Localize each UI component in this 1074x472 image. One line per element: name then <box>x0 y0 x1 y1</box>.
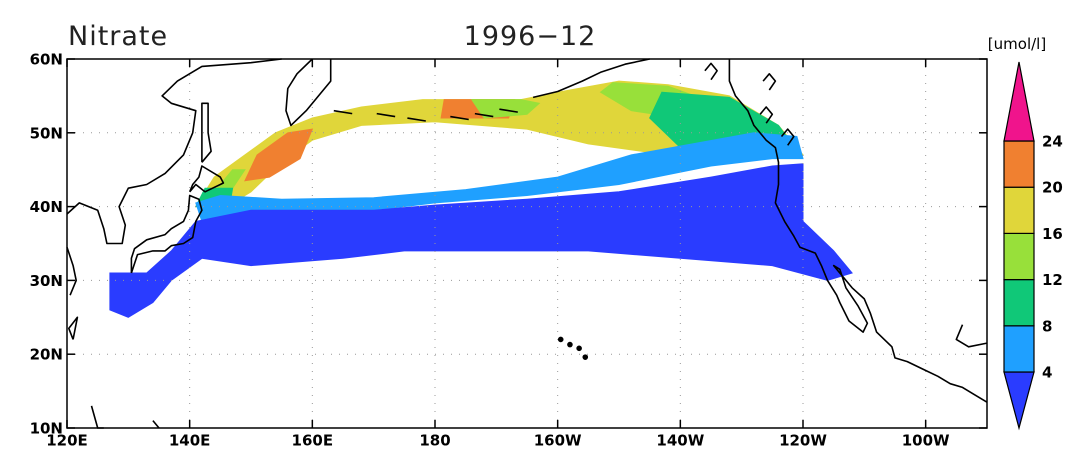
title: Nitrate <box>68 21 168 52</box>
lon-label: 140W <box>656 432 704 450</box>
colorbar-label: 24 <box>1042 133 1063 151</box>
lat-label: 10N <box>30 420 63 438</box>
data-fields <box>109 80 853 318</box>
lon-label: 140E <box>169 432 211 450</box>
colorbar: 4 8 12 16 20 24 <box>1003 61 1063 431</box>
coastline <box>152 420 160 429</box>
coastline <box>130 194 203 274</box>
lon-label: 120E <box>46 432 88 450</box>
island <box>557 336 564 343</box>
coastline <box>68 316 79 340</box>
island <box>582 354 589 360</box>
island <box>474 112 494 118</box>
lon-label: 160E <box>292 432 334 450</box>
island <box>780 128 795 146</box>
lon-label: 120W <box>779 432 827 450</box>
coastline <box>532 58 650 99</box>
lat-label: 30N <box>30 272 63 290</box>
island <box>376 112 396 118</box>
island <box>333 109 353 115</box>
island <box>407 117 426 122</box>
island <box>567 341 573 348</box>
grid <box>67 59 987 428</box>
island <box>576 345 582 352</box>
coastlines <box>66 58 988 429</box>
coastline <box>66 246 77 296</box>
lat-label: 40N <box>30 198 63 216</box>
colorbar-label: 4 <box>1042 364 1052 382</box>
data-field <box>195 132 804 222</box>
colorbar-segment <box>1003 371 1035 431</box>
colorbar-segment <box>1003 140 1035 188</box>
coastline <box>66 58 282 245</box>
colorbar-segment <box>1003 232 1035 281</box>
colorbar-segment <box>1003 61 1035 142</box>
colorbar-label: 20 <box>1042 179 1063 197</box>
coastline <box>285 58 332 127</box>
island <box>704 62 718 81</box>
coastline <box>201 102 212 163</box>
island <box>762 73 777 91</box>
coastline <box>728 59 988 403</box>
island <box>450 115 469 121</box>
data-field <box>244 128 314 182</box>
colorbar-segment <box>1003 325 1035 373</box>
data-field <box>109 163 853 318</box>
colorbar-label: 8 <box>1042 317 1052 335</box>
colorbar-label: 12 <box>1042 271 1063 289</box>
island <box>499 108 518 113</box>
colorbar-segment <box>1003 279 1035 327</box>
lon-label: 180 <box>419 432 450 450</box>
colorbar-label: 16 <box>1042 225 1063 243</box>
lat-label: 20N <box>30 346 63 364</box>
island <box>759 106 774 124</box>
coastline <box>955 324 988 348</box>
coastline <box>90 405 104 429</box>
map-frame <box>66 58 988 429</box>
lat-label: 50N <box>30 124 63 142</box>
lon-label: 100W <box>902 432 950 450</box>
lon-label: 160W <box>534 432 582 450</box>
date-label: 1996−12 <box>464 21 597 52</box>
colorbar-unit: [umol/l] <box>988 35 1046 53</box>
lat-label: 60N <box>30 51 63 69</box>
coastline <box>188 165 225 193</box>
colorbar-segment <box>1003 186 1035 234</box>
